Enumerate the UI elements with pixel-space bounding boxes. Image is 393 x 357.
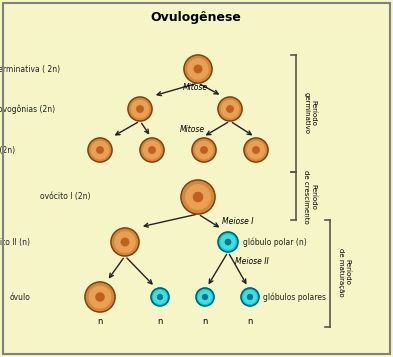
- Circle shape: [184, 55, 212, 83]
- Text: ovócito I (2n): ovócito I (2n): [40, 192, 90, 201]
- Text: n: n: [202, 317, 208, 326]
- Circle shape: [85, 282, 115, 312]
- Text: Meiose II: Meiose II: [235, 257, 269, 266]
- Circle shape: [121, 238, 129, 246]
- Circle shape: [218, 97, 242, 121]
- Text: n: n: [157, 317, 163, 326]
- Circle shape: [88, 138, 112, 162]
- Circle shape: [97, 147, 103, 153]
- Circle shape: [221, 235, 235, 249]
- Circle shape: [195, 141, 213, 159]
- Text: ovogônias (2n): ovogônias (2n): [0, 145, 15, 155]
- Circle shape: [201, 147, 207, 153]
- Circle shape: [89, 286, 111, 308]
- Circle shape: [241, 288, 259, 306]
- Circle shape: [188, 59, 208, 79]
- Text: célula germinativa ( 2n): célula germinativa ( 2n): [0, 64, 60, 74]
- Circle shape: [96, 293, 104, 301]
- Circle shape: [225, 239, 231, 245]
- Circle shape: [128, 97, 152, 121]
- Text: Mitose: Mitose: [182, 84, 208, 92]
- Circle shape: [158, 295, 162, 300]
- Circle shape: [196, 288, 214, 306]
- Circle shape: [186, 185, 210, 209]
- Circle shape: [218, 232, 238, 252]
- Circle shape: [194, 65, 202, 73]
- Circle shape: [248, 295, 252, 300]
- Circle shape: [202, 295, 208, 300]
- Circle shape: [198, 291, 211, 303]
- Text: óvulo: óvulo: [9, 292, 30, 302]
- Circle shape: [244, 138, 268, 162]
- Circle shape: [140, 138, 164, 162]
- Circle shape: [221, 100, 239, 118]
- Text: ovogônias (2n): ovogônias (2n): [0, 104, 55, 114]
- Circle shape: [247, 141, 264, 159]
- Circle shape: [154, 291, 167, 303]
- Circle shape: [253, 147, 259, 153]
- Circle shape: [115, 232, 135, 252]
- Circle shape: [227, 106, 233, 112]
- Circle shape: [192, 138, 216, 162]
- Text: glóbulo polar (n): glóbulo polar (n): [243, 237, 307, 247]
- Circle shape: [244, 291, 257, 303]
- Text: Período
de crescimento: Período de crescimento: [303, 170, 316, 224]
- Text: Ovulogênese: Ovulogênese: [151, 10, 241, 24]
- Text: Meiose I: Meiose I: [222, 217, 254, 226]
- Text: ovócito II (n): ovócito II (n): [0, 237, 30, 246]
- Circle shape: [131, 100, 149, 118]
- Circle shape: [193, 192, 202, 202]
- Circle shape: [91, 141, 108, 159]
- Text: Período
de maturação: Período de maturação: [338, 248, 351, 296]
- Circle shape: [143, 141, 161, 159]
- Text: glóbulos polares: glóbulos polares: [263, 292, 326, 302]
- Circle shape: [181, 180, 215, 214]
- Text: Mitose: Mitose: [180, 126, 205, 135]
- Text: n: n: [97, 317, 103, 326]
- Circle shape: [149, 147, 155, 153]
- Circle shape: [111, 228, 139, 256]
- Circle shape: [151, 288, 169, 306]
- Text: Período
germinativo: Período germinativo: [303, 92, 316, 134]
- Text: n: n: [247, 317, 253, 326]
- Circle shape: [137, 106, 143, 112]
